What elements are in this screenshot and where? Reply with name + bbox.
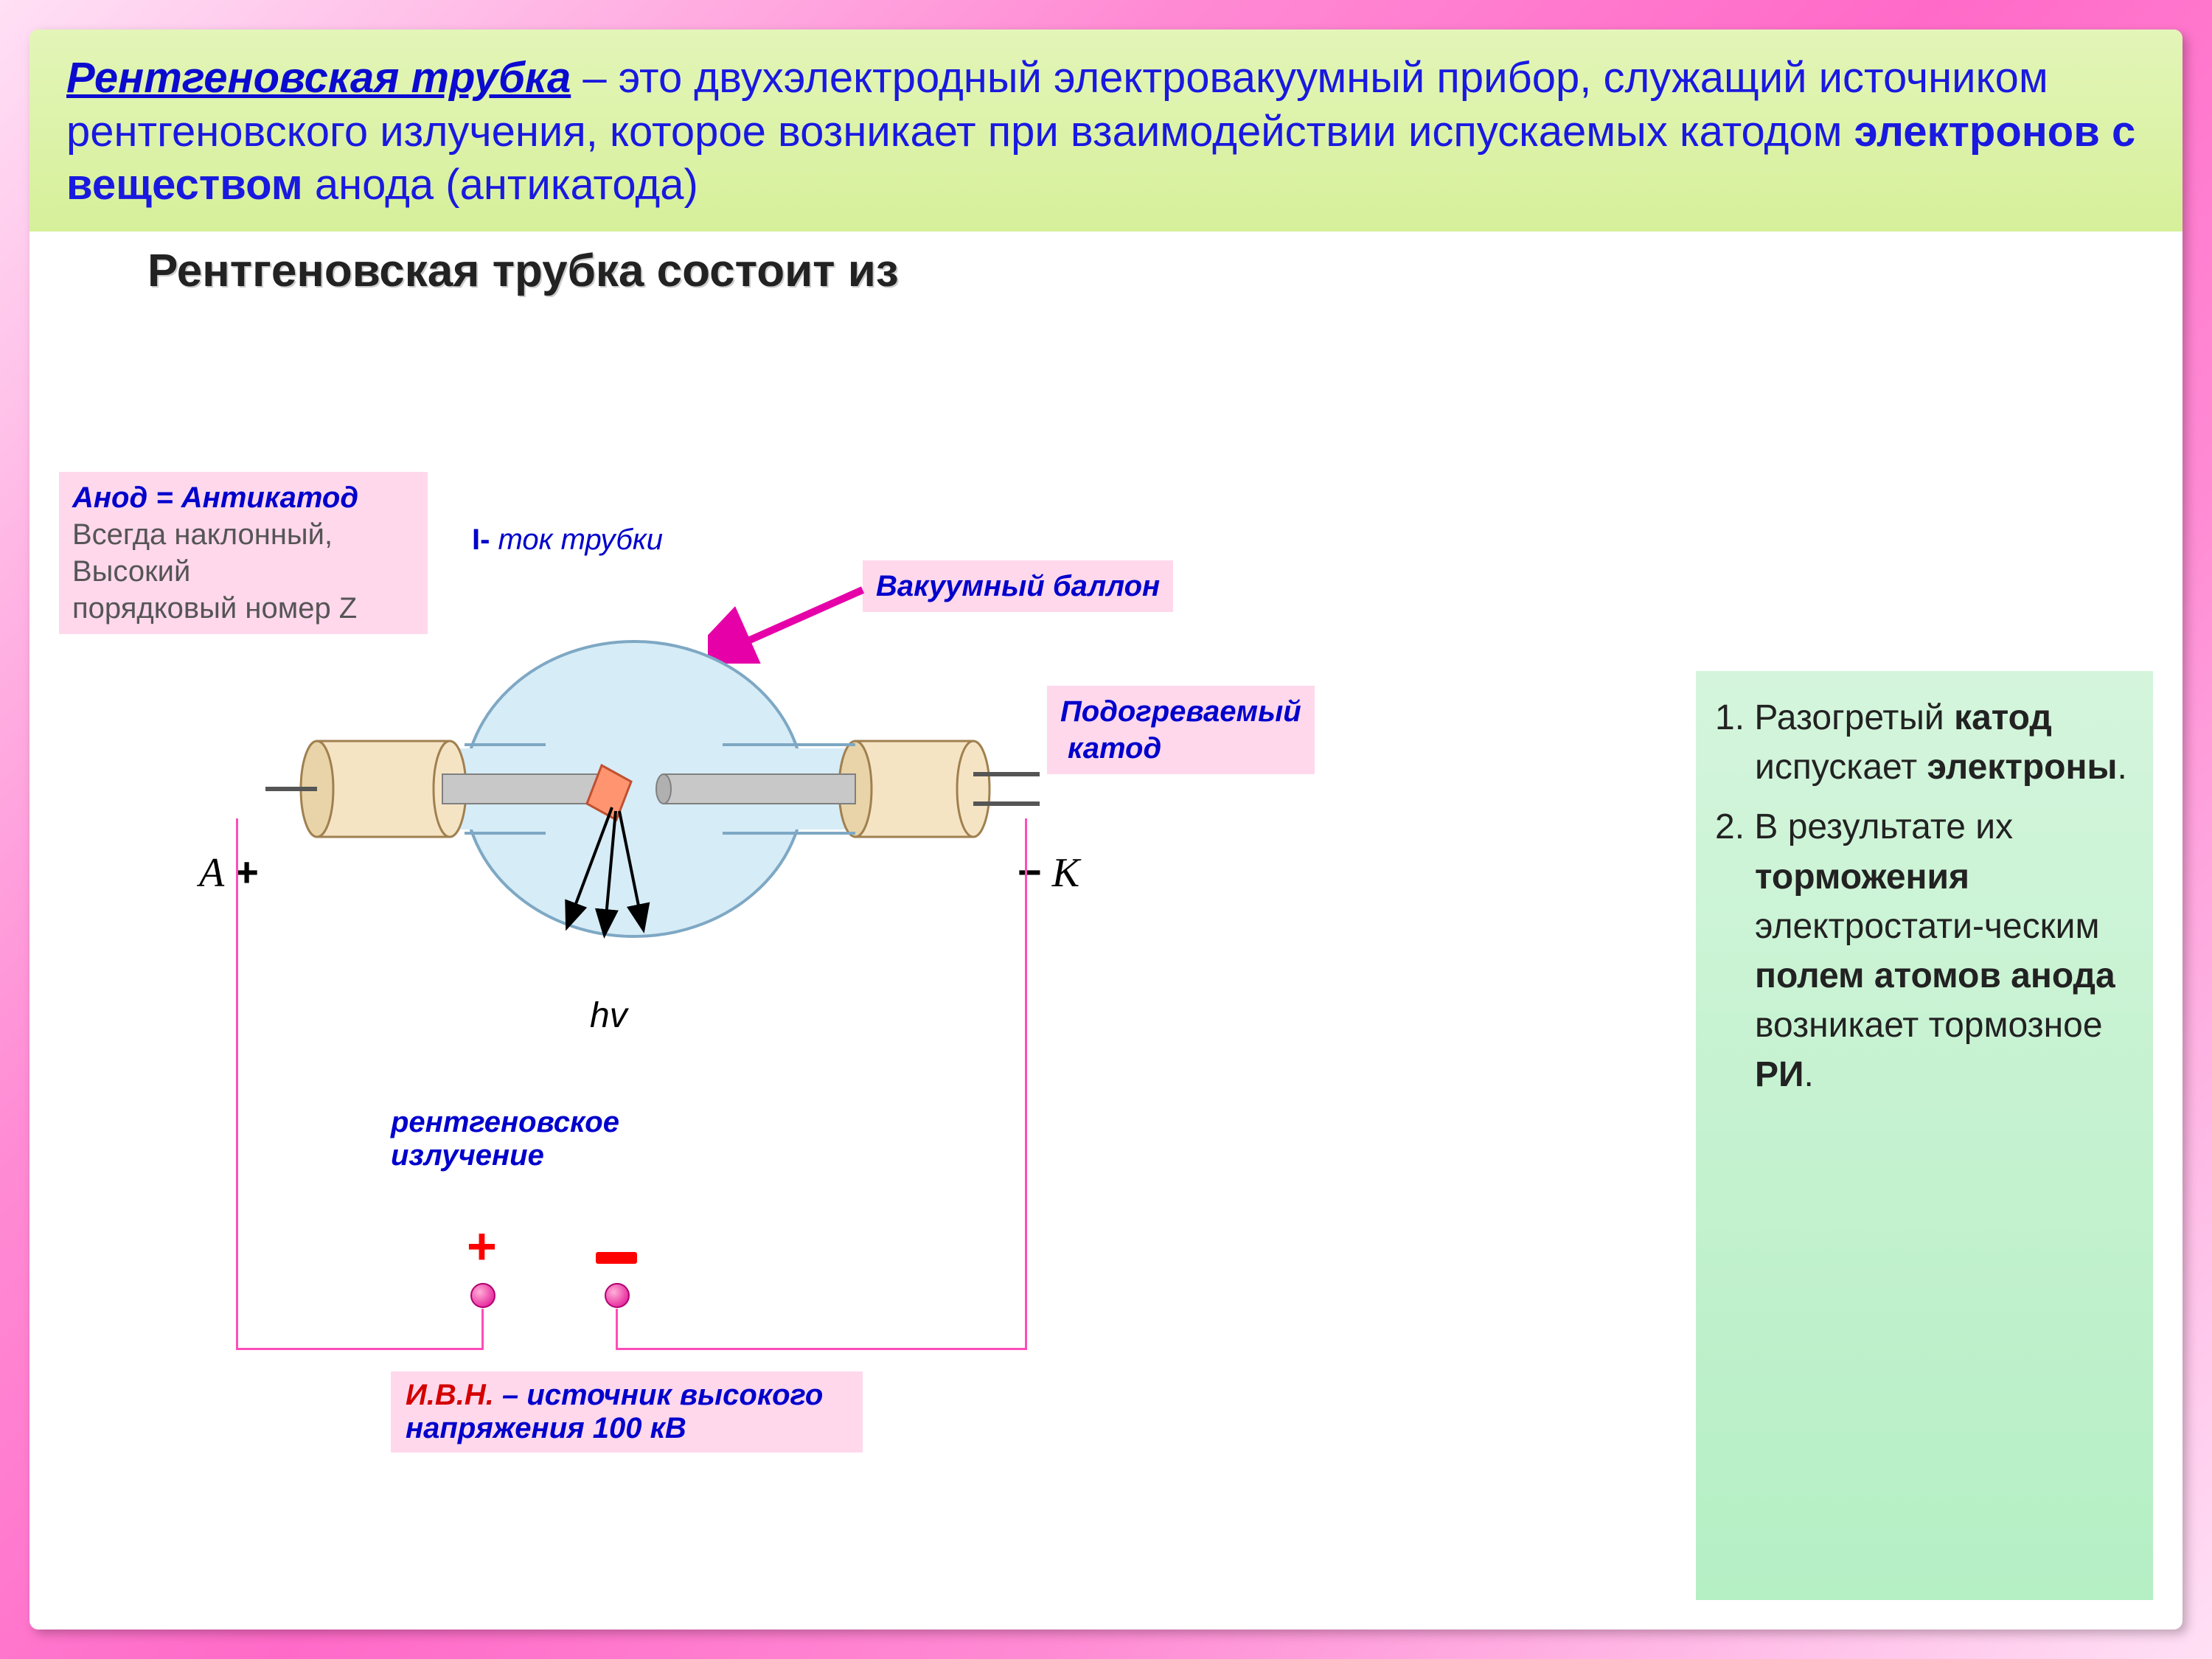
diagram-area: Анод = Антикатод Всегда наклонный, Высок… [59,428,2153,1600]
slide-container: Рентгеновская трубка – это двухэлектродн… [29,29,2183,1630]
terminal-positive [470,1283,495,1308]
definition-term: Рентгеновская трубка [66,54,571,102]
tube-current-label: I- ток трубки [472,524,663,557]
xray-label: рентгеновское излучение [391,1106,619,1172]
right-item-1: 1. Разогретый катод испускает электроны. [1715,693,2134,792]
wire-term-neg [616,1309,618,1349]
heading-components: Рентгеновская трубка состоит из [147,245,2183,297]
plus-sign-icon: + [467,1217,497,1276]
anode-callout-line2: Высокий [72,553,414,590]
current-text: ток трубки [490,524,663,556]
cathode-callout: Подогреваемый катод [1047,686,1315,774]
cathode-label2: катод [1068,730,1301,767]
wire-left-vertical [236,818,238,1349]
definition-box: Рентгеновская трубка – это двухэлектродн… [29,29,2183,232]
cathode-label1: Подогреваемый [1060,693,1301,730]
photon-label: hv [590,995,627,1036]
terminal-negative [605,1283,630,1308]
ivn-red: И.В.Н. [406,1379,494,1411]
wire-join-r [616,1348,629,1350]
minus-sign-icon [596,1252,637,1264]
ivn-callout: И.В.Н. – источник высокого напряжения 10… [391,1371,863,1453]
wire-bottom-right [627,1348,1027,1350]
right-info-panel: 1. Разогретый катод испускает электроны.… [1696,671,2153,1600]
current-prefix: I- [472,524,490,556]
anode-symbol: A + [199,848,259,897]
wire-right-vertical [1025,818,1027,1349]
wire-join-l [479,1348,484,1350]
anode-callout-title: Анод = Антикатод [72,479,414,516]
xray-tube-diagram [192,597,1077,1054]
anode-callout-line1: Всегда наклонный, [72,516,414,553]
wire-term-pos [481,1309,484,1349]
right-item-2: 2. В результате их торможения электроста… [1715,802,2134,1099]
wire-bottom-left [236,1348,479,1350]
definition-text2: анода (антикатода) [303,161,698,209]
